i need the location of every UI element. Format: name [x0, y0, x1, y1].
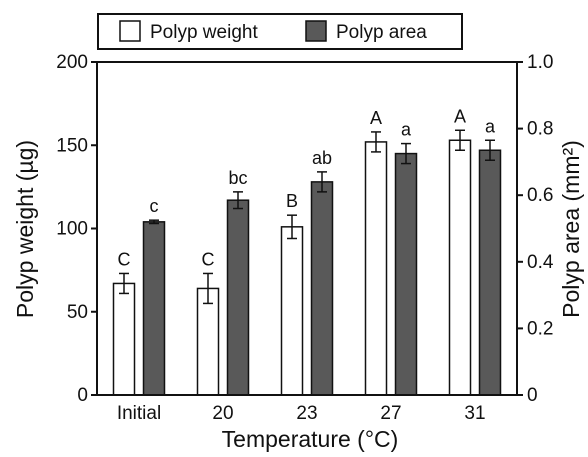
- legend-swatch-polyp-weight: [119, 20, 141, 42]
- significance-label-polyp-weight: C: [118, 249, 131, 269]
- bar-polyp-area: [394, 152, 418, 396]
- legend-label-polyp-weight: Polyp weight: [150, 22, 258, 43]
- y-axis-title-right: Polyp area (mm²): [558, 140, 584, 318]
- y-tick-label-left: 50: [67, 302, 88, 323]
- y-tick-label-left: 150: [56, 135, 88, 156]
- x-tick-label: 23: [296, 403, 317, 424]
- y-tick-label-right: 0.8: [527, 119, 553, 140]
- significance-label-polyp-area: bc: [228, 168, 247, 188]
- significance-label-polyp-area: a: [401, 120, 412, 140]
- x-tick-label: 27: [380, 403, 401, 424]
- significance-label-polyp-weight: B: [286, 191, 298, 211]
- y-tick-label-left: 200: [56, 52, 88, 73]
- bar-polyp-area: [226, 199, 250, 396]
- legend-label-polyp-area: Polyp area: [336, 22, 427, 43]
- bar-polyp-weight: [364, 141, 388, 396]
- y-tick-label-right: 0.6: [527, 185, 553, 206]
- significance-label-polyp-area: c: [150, 196, 159, 216]
- bar-polyp-weight: [280, 226, 304, 396]
- x-tick-label: 31: [464, 403, 485, 424]
- y-tick-label-right: 1.0: [527, 52, 553, 73]
- y-axis-title-left: Polyp weight (µg): [12, 140, 38, 318]
- significance-label-polyp-weight: C: [202, 249, 215, 269]
- significance-label-polyp-area: a: [485, 116, 496, 136]
- bar-polyp-area: [478, 149, 502, 396]
- y-tick-label-left: 100: [56, 219, 88, 240]
- x-tick-label: Initial: [117, 403, 161, 424]
- bar-polyp-area: [310, 181, 334, 396]
- legend-swatch-polyp-area: [305, 20, 327, 42]
- bar-polyp-area: [142, 221, 166, 396]
- ticks-layer: Initial 20 23 27 31 0 50 100 150 200 0 0.2 0.4 0.6 0.8…: [56, 52, 554, 424]
- significance-label-polyp-weight: A: [454, 106, 466, 126]
- x-tick-label: 20: [212, 403, 233, 424]
- bar-polyp-weight: [112, 282, 136, 396]
- significance-label-polyp-weight: A: [370, 108, 382, 128]
- y-tick-label-right: 0: [527, 385, 538, 406]
- y-tick-label-left: 0: [77, 385, 88, 406]
- legend: Polyp weight Polyp area: [97, 13, 463, 50]
- x-axis-title: Temperature (°C): [222, 426, 399, 452]
- bar-polyp-weight: [448, 139, 472, 396]
- legend-box: [97, 13, 463, 50]
- y-tick-label-right: 0.2: [527, 318, 553, 339]
- y-tick-label-right: 0.4: [527, 252, 554, 273]
- bar-polyp-weight: [196, 287, 220, 396]
- significance-label-polyp-area: ab: [312, 148, 332, 168]
